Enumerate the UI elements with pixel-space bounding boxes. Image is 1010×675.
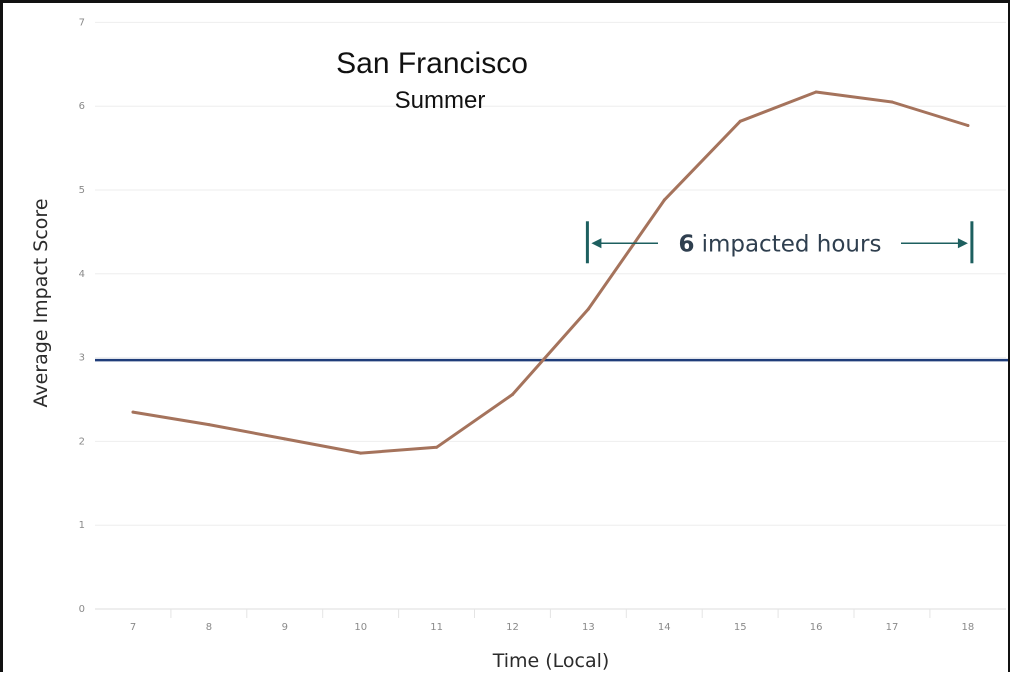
data-point <box>359 451 363 455</box>
data-point <box>966 123 970 127</box>
y-tick-label: 3 <box>79 353 85 364</box>
y-tick-label: 7 <box>79 17 85 28</box>
data-point <box>283 437 287 441</box>
x-tick-label: 11 <box>430 622 443 633</box>
grid-lines <box>95 21 1006 618</box>
data-point <box>586 307 590 311</box>
y-tick-label: 1 <box>79 520 85 531</box>
y-tick-label: 0 <box>79 604 85 615</box>
y-tick-label: 5 <box>79 185 85 196</box>
impacted-hours-annotation: 6 impacted hours <box>585 221 974 264</box>
data-point <box>131 410 135 414</box>
x-tick-label: 14 <box>658 622 671 633</box>
data-point <box>207 423 211 427</box>
data-point <box>738 119 742 123</box>
data-point <box>435 445 439 449</box>
data-point <box>814 90 818 94</box>
data-point <box>662 198 666 202</box>
x-tick-label: 15 <box>734 622 747 633</box>
annotation-left-arrowhead <box>591 238 602 249</box>
y-tick-label: 4 <box>79 269 85 280</box>
x-tick-label: 12 <box>506 622 519 633</box>
x-axis-title: Time (Local) <box>492 650 610 672</box>
x-tick-label: 10 <box>354 622 367 633</box>
data-point <box>511 392 514 396</box>
y-tick-labels: 0 1 2 3 4 5 6 7 <box>79 17 85 615</box>
x-tick-label: 7 <box>130 622 136 633</box>
annotation-label: impacted hours <box>702 231 882 257</box>
x-tick-label: 17 <box>886 622 899 633</box>
x-tick-label: 16 <box>810 622 823 633</box>
x-tick-label: 8 <box>206 622 212 633</box>
y-tick-label: 2 <box>79 436 85 447</box>
x-tick-label: 18 <box>962 622 975 633</box>
annotation-count: 6 <box>679 231 695 257</box>
x-tick-label: 9 <box>282 622 288 633</box>
chart-title: San Francisco <box>336 47 528 80</box>
series-line <box>131 90 970 455</box>
annotation-text: 6 impacted hours <box>679 231 882 257</box>
y-tick-label: 6 <box>79 101 85 112</box>
data-point <box>890 100 894 104</box>
annotation-right-arrowhead <box>957 238 968 249</box>
x-tick-labels: 7 8 9 10 11 12 13 14 15 16 17 18 <box>130 622 974 633</box>
x-tick-label: 13 <box>582 622 595 633</box>
y-axis-title: Average Impact Score <box>30 198 52 407</box>
chart-subtitle: Summer <box>395 87 486 114</box>
series-layer <box>131 90 970 455</box>
